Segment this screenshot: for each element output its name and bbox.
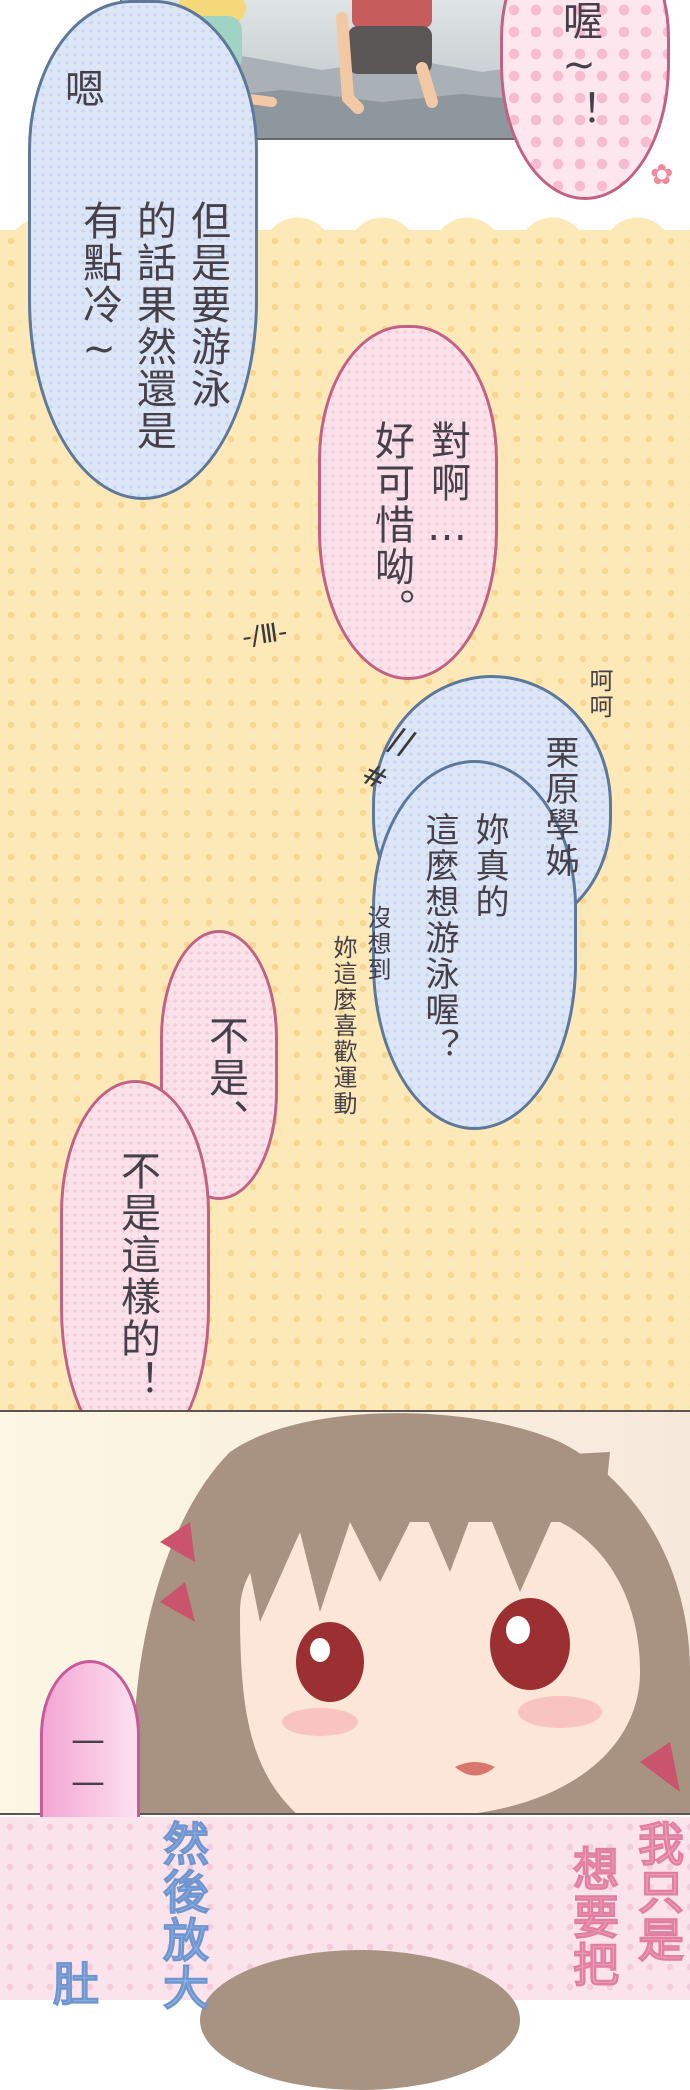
swim-text-col3: 有點冷~ <box>76 200 122 374</box>
aside-text-col2: 妳這麼喜歡運動 <box>329 935 357 1117</box>
pity-bubble <box>318 325 498 680</box>
bottom-pink-text-col1: 我只是 <box>631 1820 686 1965</box>
en-text: 嗯 <box>58 68 104 110</box>
hehe-text: 呵呵 <box>585 668 613 720</box>
pity-text-col1: 對啊… <box>424 420 470 552</box>
sweat-sfx: -/Ⅲ- <box>240 616 290 654</box>
kurihara-text-col1: 栗原學姊 <box>539 735 579 879</box>
denial-text-col2: 不是這樣的！ <box>114 1150 160 1402</box>
kurihara-bubble-lower <box>372 760 577 1130</box>
exclaim-bubble <box>500 0 670 200</box>
bottom-blue-text-col1: 然後放大 <box>156 1820 211 2013</box>
kurihara-text-col3: 這麼想游泳喔？ <box>419 812 459 1064</box>
bottom-pink-text-col2: 想要把 <box>566 1845 621 1990</box>
denial-bubble-lower <box>60 1080 210 1460</box>
swim-text-col2: 的話果然還是 <box>130 200 176 452</box>
bottom-blue-text-col2: 肚 <box>46 1960 101 2009</box>
aside-text-col1: 沒想到 <box>363 905 391 983</box>
kurihara-text-col2: 妳真的 <box>469 812 509 920</box>
denial-text-col1: 不是、 <box>202 1015 248 1141</box>
swim-cold-bubble <box>28 0 258 500</box>
girl-closeup-panel <box>0 1410 690 1815</box>
swim-text-col1: 但是要游泳 <box>184 200 230 410</box>
girl-face-art <box>134 1413 690 1813</box>
pity-text-col2: 好可惜呦。 <box>368 420 414 630</box>
exclaim-text: 喔~！ <box>556 0 602 132</box>
hair-top-silhouette <box>200 1950 520 2090</box>
flower-icon: ✿ <box>650 158 674 191</box>
